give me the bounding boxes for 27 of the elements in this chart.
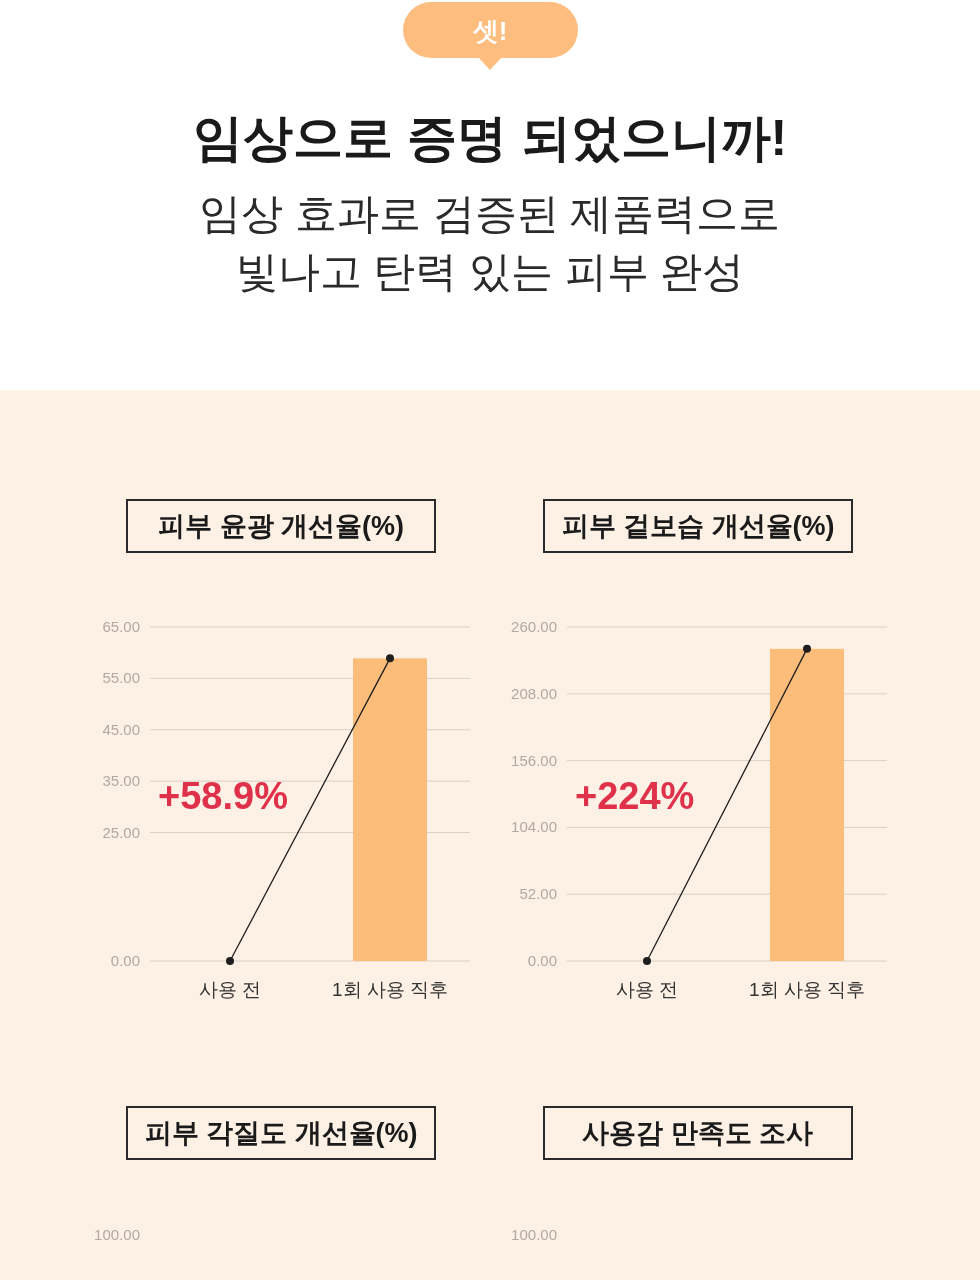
text: 임상 효과로 검증된 제품력으로 빛나고 탄력 있는 피부 완성 [199, 190, 781, 295]
y-tick-label: 0.00 [110, 952, 140, 969]
annotation: +224% [575, 775, 695, 817]
x-tick-label: 사용 전 [198, 979, 262, 1000]
annotation: +58.9% [158, 775, 288, 817]
y-tick-label: 260.00 [511, 618, 557, 635]
y-tick-label: 25.00 [102, 823, 140, 841]
y-tick-label: 208.00 [511, 684, 557, 702]
y-tick-label: 65.00 [102, 618, 140, 635]
x-tick-label: 사용 전 [615, 979, 679, 1000]
y-tick-label: 0.00 [527, 952, 557, 969]
chart-title: 피부 겉보습 개선율(%) [561, 511, 835, 541]
y-tick-label: 35.00 [102, 772, 140, 790]
x-tick-label: 1회 사용 직후 [331, 979, 449, 1000]
y-tick-label: 55.00 [102, 669, 140, 687]
text: 셋! [471, 16, 508, 46]
text: 사용감 만족도 조사 [582, 1118, 814, 1148]
chart-title: 피부 윤광 개선율(%) [158, 511, 404, 541]
y-tick-label: 156.00 [511, 751, 557, 769]
x-tick-label: 1회 사용 직후 [748, 979, 866, 1000]
text: 피부 각질도 개선율(%) [144, 1118, 418, 1148]
text: 100.00 [511, 1226, 557, 1243]
y-tick-label: 52.00 [519, 885, 557, 903]
text: 임상으로 증명 되었으니까! [192, 110, 788, 166]
y-tick-label: 104.00 [511, 818, 557, 836]
text: 100.00 [94, 1226, 140, 1243]
y-tick-label: 45.00 [102, 720, 140, 738]
